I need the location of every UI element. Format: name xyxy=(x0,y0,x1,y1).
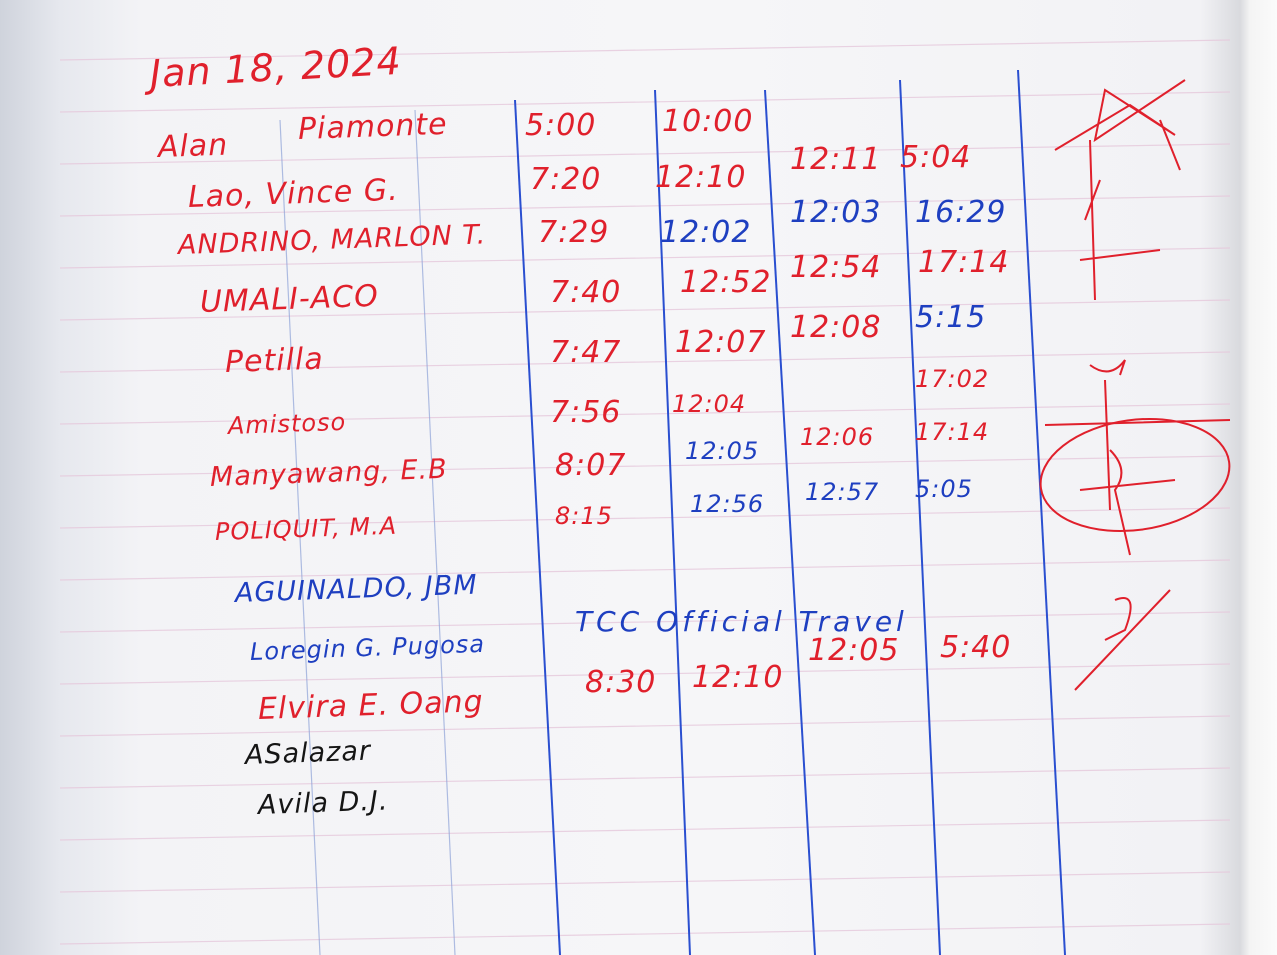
time-out-pm: 17:02 xyxy=(915,365,990,393)
time-in-am: 8:15 xyxy=(555,502,613,530)
attendee-name: Lao, Vince G. xyxy=(187,172,400,215)
time-in-pm: 12:03 xyxy=(790,195,882,230)
first-name: Alan xyxy=(157,127,229,165)
time-in-am: 5:00 xyxy=(525,108,597,143)
time-out-am: 12:05 xyxy=(685,437,760,465)
time-in-am: 7:40 xyxy=(550,275,622,310)
time-out-pm: 17:14 xyxy=(915,418,990,446)
time-in-am: 7:56 xyxy=(550,395,622,430)
time-in-pm: 12:57 xyxy=(805,478,880,506)
time-out-am: 12:07 xyxy=(675,325,767,360)
time-out-am: 12:56 xyxy=(690,490,765,518)
time-out-am: 12:10 xyxy=(655,160,747,195)
time-in-am: 8:30 xyxy=(585,665,657,700)
faint-columns xyxy=(279,109,456,955)
time-out-pm: 5:40 xyxy=(940,630,1012,665)
attendee-name: Avila D.J. xyxy=(257,785,389,821)
time-out-am: 12:02 xyxy=(660,215,752,250)
time-out-am: 10:00 xyxy=(662,104,754,139)
ruled-lines xyxy=(59,39,1231,945)
time-in-am: 7:20 xyxy=(530,162,602,197)
signatures xyxy=(1039,79,1231,691)
time-in-pm: 12:11 xyxy=(790,142,882,177)
time-out-pm: 5:05 xyxy=(915,475,973,503)
column-lines xyxy=(514,69,1066,955)
time-out-am: 12:10 xyxy=(692,660,784,695)
time-out-am: 12:52 xyxy=(680,265,772,300)
time-in-am: 7:29 xyxy=(538,215,610,250)
time-in-am: 7:47 xyxy=(550,335,622,370)
time-in-am: 8:07 xyxy=(555,448,627,483)
official-travel-note: TCC Official Travel xyxy=(575,605,908,638)
time-in-pm: 12:06 xyxy=(800,423,875,451)
attendee-name: UMALI-ACO xyxy=(199,278,380,320)
time-out-am: 12:04 xyxy=(672,390,747,418)
time-out-pm: 5:04 xyxy=(900,140,972,175)
attendee-name: Amistoso xyxy=(227,407,347,440)
time-in-pm: 12:05 xyxy=(808,633,900,668)
time-in-pm: 12:08 xyxy=(790,310,882,345)
attendee-name: Piamonte xyxy=(297,106,449,147)
attendee-name: ASalazar xyxy=(244,735,372,771)
time-out-pm: 5:15 xyxy=(915,300,987,335)
attendee-name: Petilla xyxy=(224,341,325,380)
time-out-pm: 16:29 xyxy=(915,195,1007,230)
time-out-pm: 17:14 xyxy=(918,245,1010,280)
time-in-pm: 12:54 xyxy=(790,250,882,285)
